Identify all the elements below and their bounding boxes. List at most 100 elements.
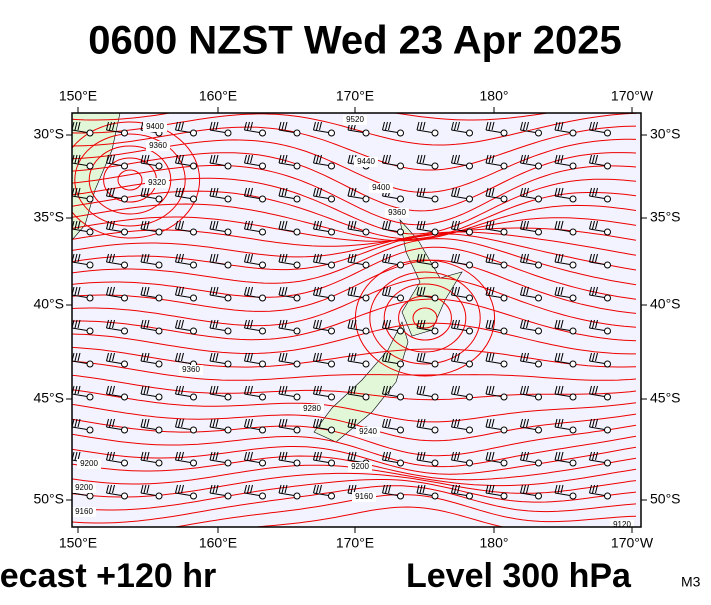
station <box>190 129 197 137</box>
barb-tick <box>146 319 150 329</box>
barb-tick <box>416 484 420 494</box>
barb-tick <box>557 187 561 197</box>
barb-tick <box>319 352 322 362</box>
barb-tick <box>419 319 423 329</box>
contour-line <box>72 322 636 355</box>
station <box>535 228 542 236</box>
barb-tick <box>281 319 285 329</box>
barb-tick <box>278 385 282 395</box>
barb-tick <box>457 385 460 395</box>
barb-tick <box>215 286 219 296</box>
barb-tick <box>209 418 213 428</box>
barb-tick <box>143 187 147 197</box>
barb-tick <box>212 253 216 263</box>
barb-tick <box>347 385 351 395</box>
barb-tick <box>319 385 322 395</box>
barb-tick <box>175 121 178 131</box>
station <box>224 162 232 170</box>
contour-line <box>72 346 637 368</box>
station <box>86 492 94 500</box>
contour-ring <box>383 283 467 353</box>
barb-tick <box>247 484 250 494</box>
station <box>224 261 232 269</box>
station <box>259 459 266 467</box>
station <box>259 261 266 269</box>
longitude-label-bottom: 150°E <box>59 535 97 551</box>
longitude-label-bottom: 160°E <box>199 535 237 551</box>
barb-tick <box>212 352 216 362</box>
barb-tick <box>454 484 457 494</box>
barb-tick <box>244 286 247 296</box>
longitude-label-bottom: 170°E <box>336 535 374 551</box>
barb-tick <box>347 220 351 230</box>
barb-tick <box>215 484 219 494</box>
barb-tick <box>416 352 420 362</box>
barb-tick <box>140 220 144 230</box>
barb-tick <box>278 451 282 461</box>
barb-tick <box>178 121 181 131</box>
station <box>604 294 611 302</box>
station <box>569 294 577 302</box>
station <box>121 393 128 401</box>
barb-tick <box>520 220 523 230</box>
barb-tick <box>589 451 592 461</box>
barb-tick <box>244 154 247 164</box>
station <box>293 162 301 170</box>
barb-tick <box>491 121 495 131</box>
station <box>397 360 404 368</box>
barb-tick <box>488 154 492 164</box>
barb-tick <box>212 319 216 329</box>
barb-tick <box>485 154 489 164</box>
barb-tick <box>140 484 144 494</box>
barb-tick <box>77 187 81 197</box>
barb-tick <box>385 154 388 164</box>
barb-tick <box>143 352 147 362</box>
station <box>397 261 404 269</box>
latitude-label-left: 45°S <box>33 390 64 406</box>
station <box>190 195 197 203</box>
station <box>86 162 94 170</box>
barb-tick <box>526 418 529 428</box>
contour-label: 9400 <box>372 183 390 192</box>
barb-tick <box>181 385 184 395</box>
barb-tick <box>250 187 253 197</box>
barb-tick <box>140 385 144 395</box>
station <box>224 327 232 335</box>
barb-tick <box>215 319 219 329</box>
station <box>224 459 232 467</box>
barb-tick <box>526 121 529 131</box>
barb-tick <box>181 286 184 296</box>
barb-tick <box>209 451 213 461</box>
station <box>362 195 370 203</box>
barb-tick <box>385 418 388 428</box>
barb-tick <box>178 220 181 230</box>
barb-tick <box>106 154 109 164</box>
contour-label-box <box>356 427 380 437</box>
barb-tick <box>143 418 147 428</box>
station <box>155 228 163 236</box>
station <box>535 261 542 269</box>
station <box>259 327 266 335</box>
station <box>569 492 577 500</box>
station <box>397 294 404 302</box>
station <box>362 129 370 137</box>
station <box>431 294 439 302</box>
contour-ring <box>74 133 186 227</box>
barb-tick <box>520 187 523 197</box>
station <box>397 195 404 203</box>
barb-tick <box>247 352 250 362</box>
barb-tick <box>244 253 247 263</box>
station <box>259 228 266 236</box>
barb-tick <box>281 253 285 263</box>
station <box>535 327 542 335</box>
barb-tick <box>388 286 391 296</box>
barb-tick <box>419 352 423 362</box>
station <box>569 327 577 335</box>
barb-tick <box>175 352 178 362</box>
barb-tick <box>178 154 181 164</box>
barb-tick <box>491 187 495 197</box>
barb-tick <box>74 220 78 230</box>
barb-tick <box>451 352 454 362</box>
contour-line <box>72 259 637 314</box>
barb-tick <box>106 121 109 131</box>
